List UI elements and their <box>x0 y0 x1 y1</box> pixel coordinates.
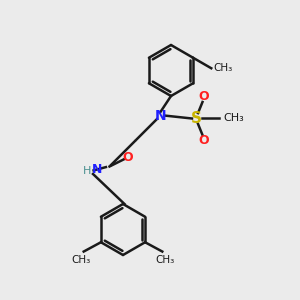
Text: O: O <box>199 134 209 147</box>
Text: CH₃: CH₃ <box>224 113 244 124</box>
Text: H: H <box>83 166 91 176</box>
Text: CH₃: CH₃ <box>156 256 175 266</box>
Text: O: O <box>122 151 133 164</box>
Text: S: S <box>191 111 202 126</box>
Text: N: N <box>92 163 102 176</box>
Text: O: O <box>199 90 209 103</box>
Text: CH₃: CH₃ <box>71 256 90 266</box>
Text: CH₃: CH₃ <box>214 63 233 73</box>
Text: N: N <box>155 109 166 122</box>
